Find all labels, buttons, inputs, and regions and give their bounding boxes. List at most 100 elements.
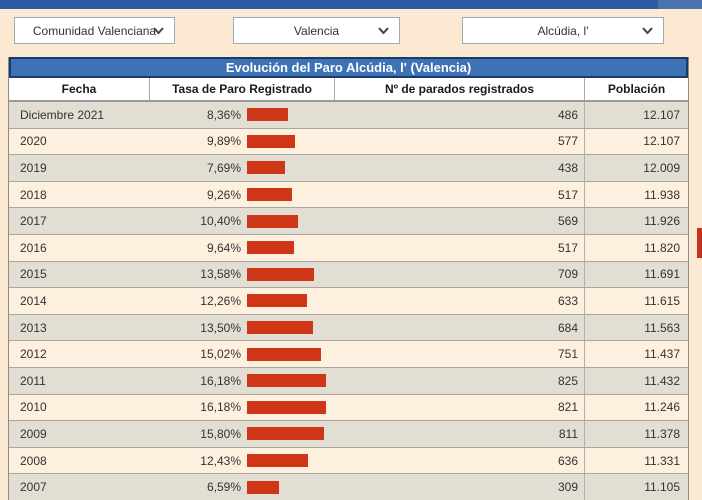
tasa-cell: 16,18% (149, 395, 334, 421)
fecha-cell: 2014 (20, 293, 47, 308)
table-row: 2018 9,26% 517 11.938 (9, 181, 688, 209)
fecha-cell: 2007 (20, 480, 47, 495)
table-row: 2010 16,18% 821 11.246 (9, 394, 688, 422)
tasa-cell: 16,18% (149, 368, 334, 394)
top-bar (0, 0, 702, 9)
chevron-down-icon (642, 27, 653, 35)
tasa-value: 15,02% (200, 347, 241, 362)
tasa-cell: 12,43% (149, 448, 334, 474)
parados-cell: 517 (557, 240, 578, 255)
poblacion-cell: 12.009 (584, 155, 688, 181)
tasa-cell: 6,59% (149, 474, 334, 500)
tasa-value: 10,40% (200, 214, 241, 229)
tasa-bar (247, 321, 314, 335)
municipality-select-value: Alcúdia, l' (537, 23, 589, 38)
tasa-bar (247, 267, 314, 281)
header-poblacion: Población (584, 78, 688, 100)
poblacion-cell: 11.938 (584, 181, 688, 208)
tasa-cell: 7,69% (149, 155, 334, 181)
parados-cell: 486 (557, 107, 578, 122)
tasa-value: 16,18% (200, 373, 241, 388)
tasa-bar (247, 108, 288, 122)
table-row: 2020 9,89% 577 12.107 (9, 128, 688, 156)
table-title: Evolución del Paro Alcúdia, l' (Valencia… (9, 57, 688, 78)
chevron-down-icon (153, 27, 164, 35)
chevron-down-icon (378, 27, 389, 35)
fecha-cell: Diciembre 2021 (20, 107, 105, 122)
table-header-row: Fecha Tasa de Paro Registrado Nº de para… (9, 78, 688, 102)
tasa-bar (247, 241, 295, 255)
paro-table: Evolución del Paro Alcúdia, l' (Valencia… (8, 57, 689, 500)
parados-cell: 309 (557, 480, 578, 495)
tasa-bar (247, 374, 327, 388)
header-parados: Nº de parados registrados (334, 78, 584, 100)
table-row: 2013 13,50% 684 11.563 (9, 314, 688, 342)
parados-cell: 569 (557, 214, 578, 229)
tasa-value: 8,36% (206, 107, 241, 122)
table-row: 2014 12,26% 633 11.615 (9, 288, 688, 315)
parados-cell: 811 (558, 426, 578, 441)
tasa-bar (247, 188, 293, 202)
poblacion-cell: 11.437 (584, 341, 688, 367)
tasa-value: 9,89% (206, 134, 241, 149)
tasa-value: 16,18% (200, 400, 241, 415)
tasa-cell: 9,64% (149, 235, 334, 261)
parados-cell: 821 (557, 400, 578, 415)
table-body: Diciembre 2021 8,36% 486 12.107 2020 9,8… (9, 102, 688, 500)
poblacion-cell: 11.378 (584, 421, 688, 447)
tasa-cell: 9,89% (149, 129, 334, 155)
fecha-cell: 2011 (20, 373, 46, 388)
tasa-bar (247, 400, 327, 414)
fecha-cell: 2008 (20, 453, 47, 468)
poblacion-cell: 11.820 (584, 234, 688, 261)
parados-cell: 577 (557, 134, 578, 149)
table-row: 2012 15,02% 751 11.437 (9, 341, 688, 368)
table-row: 2007 6,59% 309 11.105 (9, 474, 688, 500)
tasa-value: 9,64% (206, 240, 241, 255)
poblacion-cell: 12.107 (584, 128, 688, 155)
tasa-bar (247, 294, 308, 308)
parados-cell: 684 (557, 320, 578, 335)
header-fecha: Fecha (61, 82, 97, 96)
fecha-cell: 2020 (20, 134, 47, 149)
tasa-cell: 9,26% (149, 182, 334, 208)
tasa-bar (247, 347, 321, 361)
tasa-bar (247, 454, 308, 468)
fecha-cell: 2013 (20, 320, 47, 335)
province-select-value: Valencia (293, 23, 340, 38)
tasa-cell: 8,36% (149, 102, 334, 128)
region-select[interactable]: Comunidad Valenciana (14, 17, 175, 44)
fecha-cell: 2015 (20, 267, 47, 282)
poblacion-cell: 11.691 (584, 261, 688, 288)
tasa-cell: 12,26% (149, 288, 334, 314)
tasa-value: 13,50% (200, 320, 241, 335)
tasa-bar (247, 134, 296, 148)
table-row: 2015 13,58% 709 11.691 (9, 261, 688, 289)
edge-red-strip (697, 228, 702, 258)
tasa-cell: 13,58% (149, 262, 334, 288)
parados-cell: 438 (557, 160, 578, 175)
table-row: 2011 16,18% 825 11.432 (9, 367, 688, 395)
tasa-value: 12,43% (200, 453, 241, 468)
poblacion-cell: 11.432 (584, 367, 688, 394)
fecha-cell: 2009 (20, 426, 47, 441)
province-select[interactable]: Valencia (233, 17, 400, 44)
tasa-value: 7,69% (206, 160, 241, 175)
poblacion-cell: 11.563 (584, 314, 688, 341)
tasa-value: 15,80% (200, 426, 241, 441)
parados-cell: 633 (557, 293, 578, 308)
fecha-cell: 2012 (20, 347, 47, 362)
tasa-cell: 10,40% (149, 208, 334, 234)
poblacion-cell: 11.331 (584, 447, 688, 474)
municipality-select[interactable]: Alcúdia, l' (462, 17, 664, 44)
table-row: 2009 15,80% 811 11.378 (9, 421, 688, 448)
fecha-cell: 2016 (20, 240, 47, 255)
header-tasa: Tasa de Paro Registrado (149, 78, 334, 100)
table-row: 2016 9,64% 517 11.820 (9, 234, 688, 262)
tasa-cell: 15,80% (149, 421, 334, 447)
parados-cell: 825 (557, 373, 578, 388)
region-select-value: Comunidad Valenciana (32, 23, 157, 38)
fecha-cell: 2018 (20, 187, 47, 202)
top-bar-highlight (658, 0, 702, 9)
poblacion-cell: 11.246 (584, 394, 688, 421)
